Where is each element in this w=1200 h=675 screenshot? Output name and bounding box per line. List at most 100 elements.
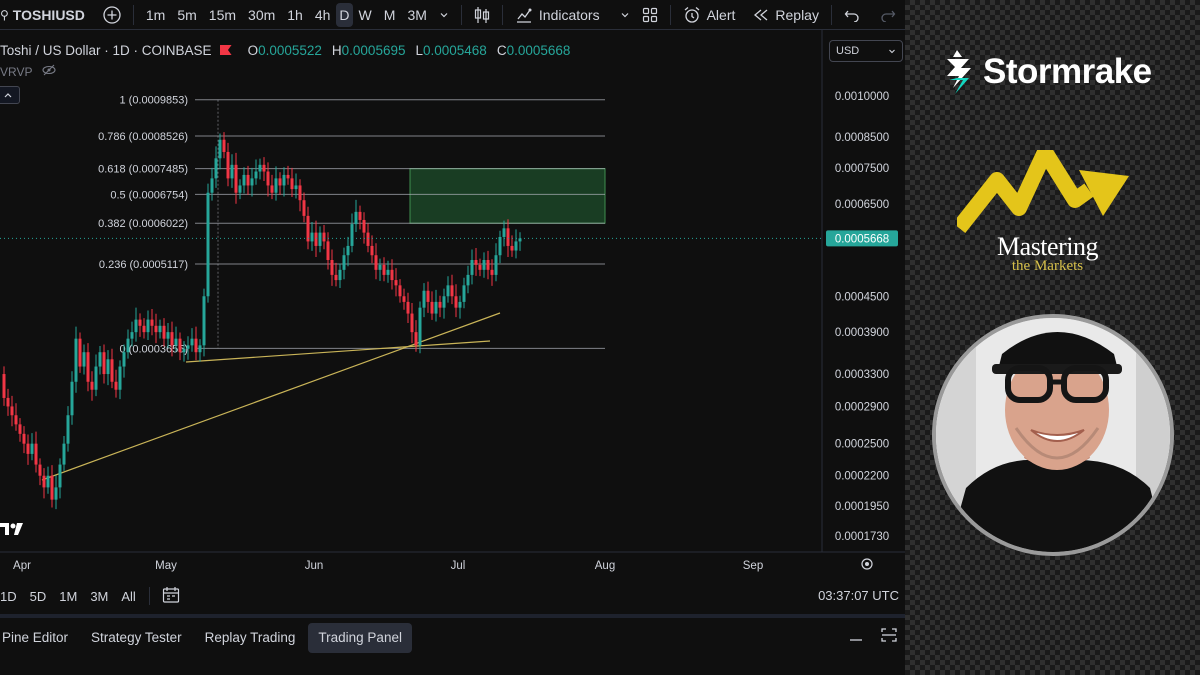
interval-3m[interactable]: 3M — [407, 6, 427, 23]
candle-body — [366, 232, 370, 246]
interval-1m[interactable]: 1m — [145, 6, 166, 23]
tab-pine-editor[interactable]: Pine Editor — [2, 630, 69, 645]
chart-type-button[interactable] — [468, 3, 496, 27]
candle — [166, 323, 170, 349]
candle — [374, 243, 378, 280]
candle-body — [454, 296, 458, 308]
candle-body — [354, 211, 358, 225]
candle-body — [178, 338, 182, 353]
replay-button[interactable]: Replay — [747, 3, 825, 27]
undo-button[interactable] — [838, 3, 866, 27]
candle — [282, 167, 286, 197]
date-range-button[interactable] — [162, 586, 180, 607]
stormrake-logo: Stormrake — [939, 50, 1152, 94]
candle — [254, 159, 258, 185]
price-tick-label: 0.0010000 — [835, 91, 889, 103]
candle-body — [502, 228, 506, 237]
range-5d[interactable]: 5D — [29, 588, 47, 604]
fib-level-label: 0.5 (0.0006754) — [110, 189, 188, 201]
range-all[interactable]: All — [121, 588, 136, 604]
candle — [402, 288, 406, 310]
price-tick-label: 0.0002200 — [835, 471, 889, 483]
minimize-icon[interactable] — [849, 628, 863, 645]
range-3m[interactable]: 3M — [90, 588, 109, 604]
candle — [242, 167, 246, 194]
collapse-legend-button[interactable] — [0, 86, 20, 104]
candle-body — [226, 151, 230, 179]
candle — [290, 167, 294, 197]
tab-trading-panel[interactable]: Trading Panel — [308, 623, 412, 653]
range-1m[interactable]: 1M — [59, 588, 78, 604]
candle — [34, 431, 38, 473]
candle — [342, 247, 346, 280]
time-tick-label: Aug — [595, 560, 615, 572]
price-chart[interactable]: 1 (0.0009853) 0.786 (0.0008526) 0.618 (0.0… — [0, 0, 905, 582]
interval-w[interactable]: W — [358, 6, 372, 23]
trend-line — [185, 340, 491, 363]
time-tick-label: Jul — [451, 560, 466, 572]
layouts-button[interactable] — [636, 3, 664, 27]
candle — [86, 343, 90, 392]
candle — [174, 326, 178, 352]
candle-body — [206, 192, 210, 297]
candle — [58, 458, 62, 499]
chart-settings-gear-icon[interactable] — [861, 558, 873, 570]
price-tick-label: 0.0002900 — [835, 401, 889, 413]
candle — [198, 339, 202, 362]
panel-controls — [831, 628, 897, 645]
tab-replay-trading[interactable]: Replay Trading — [204, 630, 296, 645]
utc-clock[interactable]: 03:37:07 UTC — [818, 588, 899, 603]
candle-body — [194, 338, 198, 353]
tab-strategy-tester[interactable]: Strategy Tester — [91, 630, 182, 645]
interval-15m[interactable]: 15m — [208, 6, 237, 23]
interval-1h[interactable]: 1h — [287, 6, 303, 23]
redo-button[interactable] — [874, 3, 902, 27]
interval-dropdown[interactable] — [433, 3, 455, 27]
candle — [46, 466, 50, 494]
rewind-icon — [754, 9, 768, 20]
price-tick-label: 0.0008500 — [835, 132, 889, 144]
candle-body — [382, 264, 386, 275]
toolbar-divider — [830, 4, 832, 25]
candle-body — [158, 325, 162, 333]
candle — [458, 295, 462, 319]
interval-30m[interactable]: 30m — [248, 6, 276, 23]
fib-level-label: 0.382 (0.0006022) — [98, 218, 188, 230]
interval-m[interactable]: M — [383, 6, 396, 23]
close-key: C — [496, 42, 507, 58]
indicators-dropdown[interactable] — [614, 3, 636, 27]
flag-icon[interactable] — [220, 45, 232, 55]
candle-body — [334, 274, 338, 281]
candle — [2, 366, 6, 406]
eye-slash-icon[interactable] — [42, 64, 57, 79]
currency-select[interactable]: USD — [829, 40, 903, 62]
fib-level-label: 0.618 (0.0007485) — [98, 164, 188, 176]
candle — [518, 232, 522, 251]
candle — [426, 281, 430, 313]
candle-body — [462, 285, 466, 302]
alert-button[interactable]: Alert — [677, 3, 742, 27]
indicators-button[interactable]: Indicators — [509, 3, 606, 27]
price-tick-label: 0.0007500 — [835, 163, 889, 175]
maximize-icon[interactable] — [881, 628, 897, 645]
trend-line — [41, 312, 501, 481]
price-tick-label: 0.0003300 — [835, 369, 889, 381]
indicator-legend[interactable]: VRVP — [0, 64, 57, 79]
candle — [146, 310, 150, 341]
candle — [26, 434, 30, 465]
candle-body — [50, 475, 54, 500]
candle — [354, 199, 358, 233]
replay-label: Replay — [775, 6, 819, 23]
symbol-search[interactable]: ⚲ TOSHIUSD — [0, 3, 91, 27]
candle — [218, 133, 222, 170]
candle-body — [514, 241, 518, 251]
range-1d[interactable]: 1D — [0, 588, 17, 604]
candle-body — [82, 352, 86, 367]
interval-d[interactable]: D — [336, 2, 353, 27]
compare-add-button[interactable] — [97, 3, 127, 27]
interval-5m[interactable]: 5m — [177, 6, 197, 23]
candle-body — [218, 139, 222, 159]
alert-label: Alert — [706, 6, 736, 23]
candle — [398, 279, 402, 303]
interval-4h[interactable]: 4h — [314, 6, 331, 23]
